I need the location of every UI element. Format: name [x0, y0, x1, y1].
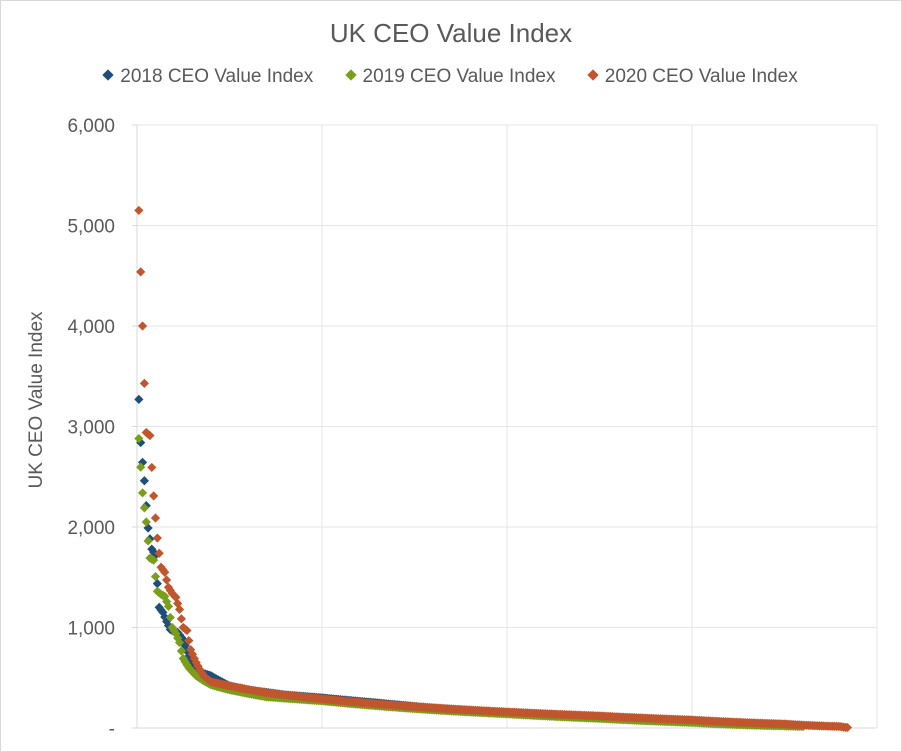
data-point: [150, 513, 161, 523]
data-point: [137, 321, 148, 331]
data-point: [163, 620, 174, 631]
data-point: [149, 491, 159, 501]
data-point: [184, 635, 194, 646]
data-point: [158, 565, 168, 575]
legend-item-2020: 2020 CEO Value Index: [587, 66, 798, 88]
data-point: [193, 661, 203, 671]
data-point: [147, 544, 157, 554]
data-point: [180, 624, 190, 634]
y-tick-label: 2,000: [67, 518, 115, 539]
y-tick-label: 5,000: [67, 217, 115, 238]
data-point: [162, 575, 172, 585]
data-point: [176, 614, 186, 624]
legend-item-2018: 2018 CEO Value Index: [102, 66, 314, 88]
data-point: [141, 517, 151, 527]
data-point: [204, 675, 214, 685]
y-tick-label: 6,000: [67, 116, 115, 137]
data-point: [160, 612, 170, 622]
legend-item-2019: 2019 CEO Value Index: [344, 66, 556, 88]
data-point: [165, 612, 175, 623]
data-point: [149, 547, 159, 557]
data-point: [134, 433, 144, 444]
data-point: [156, 605, 166, 615]
data-point: [139, 378, 149, 388]
data-point: [139, 476, 149, 486]
data-point: [136, 267, 146, 277]
data-point: [152, 579, 162, 589]
data-point: [840, 722, 851, 732]
data-point: [147, 462, 157, 473]
data-point: [163, 601, 174, 611]
legend-label-2020: 2020 CEO Value Index: [604, 66, 798, 87]
legend: 2018 CEO Value Index 2019 CEO Value Inde…: [0, 66, 902, 88]
data-point: [158, 590, 168, 600]
data-point: [189, 653, 199, 664]
series-2018: [134, 394, 808, 731]
data-point: [169, 590, 179, 600]
data-point: [136, 462, 146, 472]
data-points: [134, 205, 852, 733]
data-point: [187, 649, 198, 659]
data-point: [137, 488, 148, 498]
y-tick-label: -: [109, 719, 115, 740]
chart-title: UK CEO Value Index: [329, 18, 573, 48]
data-point: [173, 598, 183, 609]
y-axis-title: UK CEO Value Index: [26, 311, 47, 489]
series-2020: [134, 205, 852, 733]
data-point: [150, 571, 161, 582]
data-point: [197, 668, 207, 678]
data-point: [195, 664, 205, 675]
legend-label-2019: 2019 CEO Value Index: [362, 66, 556, 87]
data-point: [147, 554, 157, 564]
data-point: [154, 588, 164, 598]
gridlines: [137, 124, 878, 728]
data-point: [152, 533, 162, 543]
data-point: [174, 637, 185, 648]
data-point: [139, 503, 149, 513]
data-point: [169, 625, 179, 636]
legend-label-2018: 2018 CEO Value Index: [120, 66, 314, 87]
y-tick-label: 1,000: [67, 619, 115, 640]
data-point: [163, 582, 174, 592]
data-point: [134, 205, 144, 216]
y-tick-label: 4,000: [67, 317, 115, 338]
data-point: [162, 596, 172, 607]
axes: - 1,000 2,000 3,000 4,000 5,000 6,000: [67, 116, 877, 740]
data-point: [134, 394, 144, 404]
data-point: [176, 646, 186, 656]
data-point: [173, 633, 183, 643]
data-point: [186, 645, 196, 655]
y-tick-label: 3,000: [67, 418, 115, 439]
data-point: [143, 429, 153, 439]
data-point: [154, 548, 164, 558]
data-point: [143, 536, 153, 546]
